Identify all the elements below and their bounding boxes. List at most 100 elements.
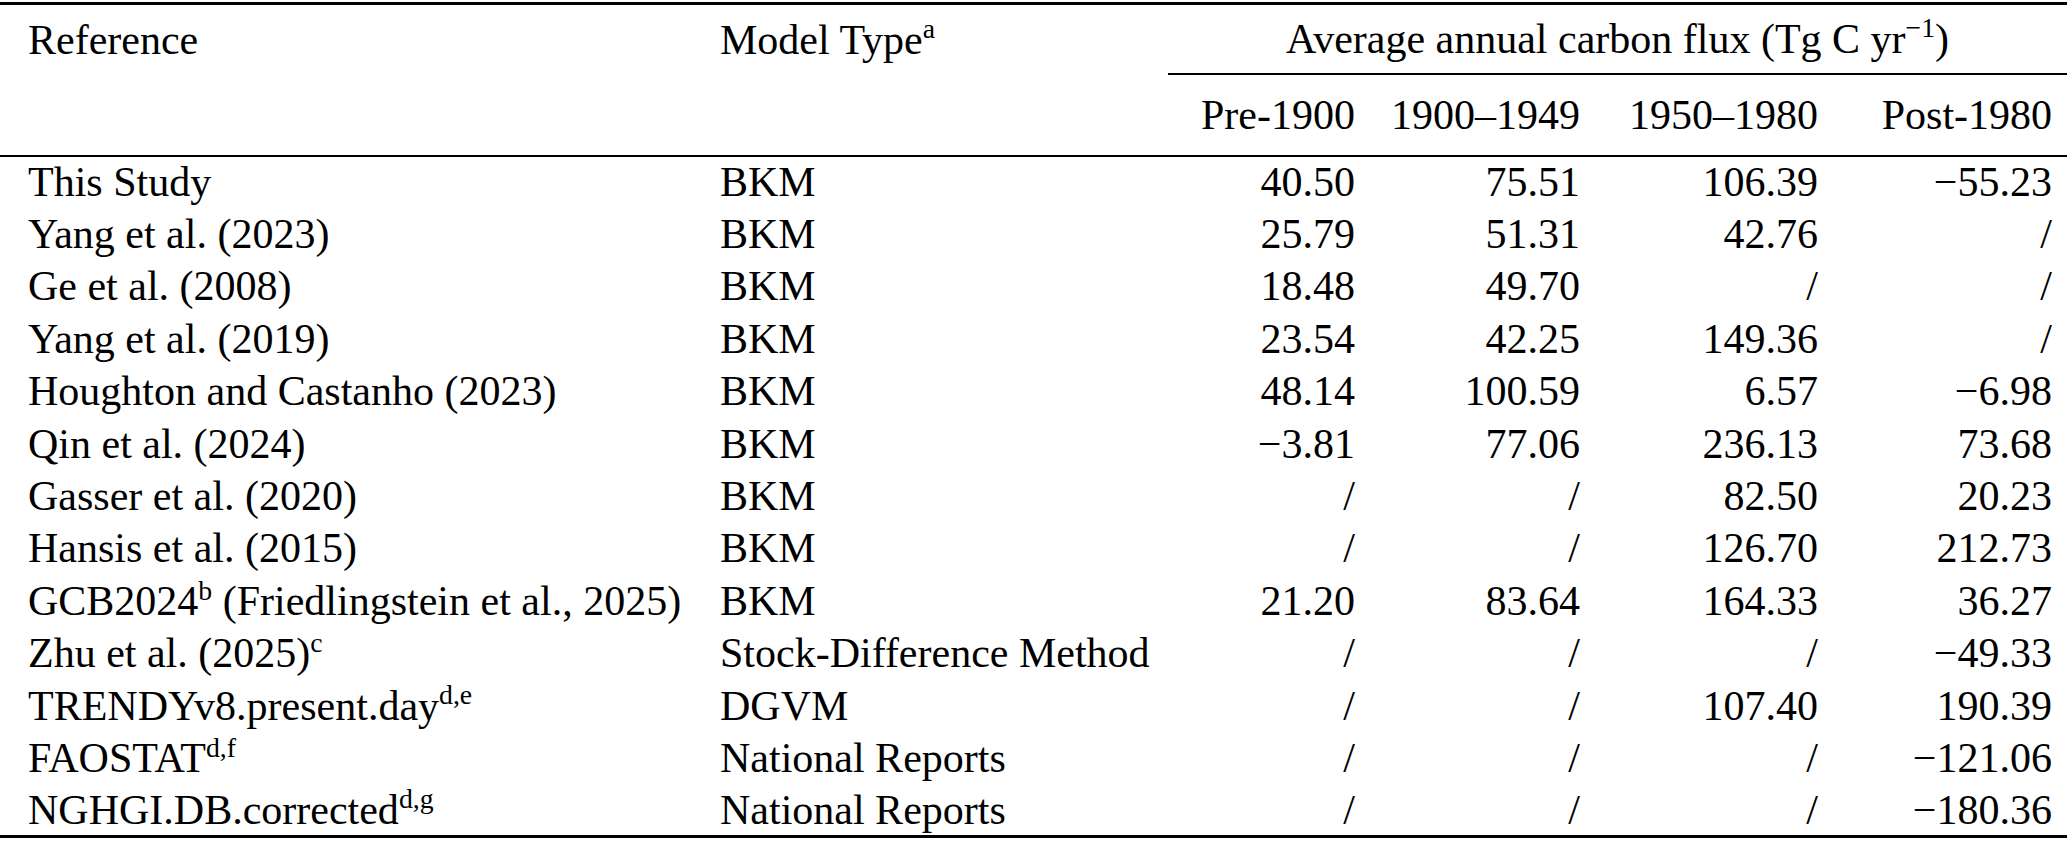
value-1950-1980: / <box>1580 627 1818 679</box>
reference-text: Yang et al. (2023) <box>28 211 329 257</box>
value-1900-1949: / <box>1355 470 1580 522</box>
model-type-header-text: Model Type <box>720 17 923 63</box>
reference-footnote-marker: d,g <box>399 783 434 814</box>
model-type-cell: DGVM <box>720 679 1168 731</box>
value-1900-1949: 49.70 <box>1355 260 1580 312</box>
reference-text-continued: (Friedlingstein et al., 2025) <box>212 578 681 624</box>
model-type-cell: BKM <box>720 575 1168 627</box>
value-post-1980: −49.33 <box>1818 627 2067 679</box>
flux-group-header-text: Average annual carbon flux (Tg C yr <box>1286 16 1906 62</box>
value-1950-1980: 126.70 <box>1580 522 1818 574</box>
reference-text: Houghton and Castanho (2023) <box>28 368 556 414</box>
table-row: Ge et al. (2008) BKM 18.48 49.70 / / <box>0 260 2067 312</box>
value-pre-1900: 23.54 <box>1168 313 1355 365</box>
reference-cell: Yang et al. (2023) <box>0 208 720 260</box>
empty-header-cell <box>720 74 1168 156</box>
flux-group-header-close: ) <box>1935 16 1949 62</box>
model-type-cell: BKM <box>720 156 1168 208</box>
paper-table-page: Reference Model Typea Average annual car… <box>0 0 2067 847</box>
value-1900-1949: 42.25 <box>1355 313 1580 365</box>
value-1950-1980: 236.13 <box>1580 417 1818 469</box>
period-header-1900-1949: 1900–1949 <box>1355 74 1580 156</box>
reference-footnote-marker: d,e <box>439 679 472 710</box>
value-post-1980: 36.27 <box>1818 575 2067 627</box>
model-type-cell: BKM <box>720 208 1168 260</box>
reference-footnote-marker: c <box>310 627 322 658</box>
model-type-cell: National Reports <box>720 784 1168 836</box>
reference-cell: NGHGI.DB.correctedd,g <box>0 784 720 836</box>
period-header-pre-1900: Pre-1900 <box>1168 74 1355 156</box>
model-type-cell: BKM <box>720 365 1168 417</box>
reference-text: Qin et al. (2024) <box>28 421 306 467</box>
value-post-1980: −55.23 <box>1818 156 2067 208</box>
carbon-flux-table: Reference Model Typea Average annual car… <box>0 2 2067 838</box>
value-pre-1900: / <box>1168 732 1355 784</box>
header-row-periods: Pre-1900 1900–1949 1950–1980 Post-1980 <box>0 74 2067 156</box>
empty-header-cell <box>0 74 720 156</box>
value-post-1980: −6.98 <box>1818 365 2067 417</box>
value-pre-1900: 18.48 <box>1168 260 1355 312</box>
reference-cell: Zhu et al. (2025)c <box>0 627 720 679</box>
value-1900-1949: / <box>1355 784 1580 836</box>
value-pre-1900: 40.50 <box>1168 156 1355 208</box>
model-type-cell: BKM <box>720 470 1168 522</box>
reference-text: This Study <box>28 159 211 205</box>
value-pre-1900: −3.81 <box>1168 417 1355 469</box>
value-post-1980: / <box>1818 208 2067 260</box>
table-row: Gasser et al. (2020) BKM / / 82.50 20.23 <box>0 470 2067 522</box>
table-row: Yang et al. (2023) BKM 25.79 51.31 42.76… <box>0 208 2067 260</box>
reference-text: GCB2024 <box>28 578 198 624</box>
reference-footnote-marker: b <box>198 575 212 606</box>
period-header-post-1980: Post-1980 <box>1818 74 2067 156</box>
value-1950-1980: / <box>1580 260 1818 312</box>
table-row: NGHGI.DB.correctedd,g National Reports /… <box>0 784 2067 836</box>
model-type-cell: BKM <box>720 522 1168 574</box>
model-type-cell: BKM <box>720 260 1168 312</box>
value-1950-1980: 164.33 <box>1580 575 1818 627</box>
value-pre-1900: 21.20 <box>1168 575 1355 627</box>
reference-column-header: Reference <box>0 4 720 74</box>
value-post-1980: −121.06 <box>1818 732 2067 784</box>
value-1900-1949: / <box>1355 522 1580 574</box>
reference-text: NGHGI.DB.corrected <box>28 787 399 833</box>
reference-text: FAOSTAT <box>28 735 206 781</box>
value-1900-1949: / <box>1355 627 1580 679</box>
flux-group-header: Average annual carbon flux (Tg C yr−1) <box>1168 4 2067 74</box>
value-post-1980: / <box>1818 260 2067 312</box>
reference-text: Gasser et al. (2020) <box>28 473 357 519</box>
model-type-cell: National Reports <box>720 732 1168 784</box>
reference-cell: Gasser et al. (2020) <box>0 470 720 522</box>
reference-cell: GCB2024b (Friedlingstein et al., 2025) <box>0 575 720 627</box>
table-body: This Study BKM 40.50 75.51 106.39 −55.23… <box>0 156 2067 837</box>
reference-text: Yang et al. (2019) <box>28 316 329 362</box>
reference-text: TRENDYv8.present.day <box>28 683 439 729</box>
value-1950-1980: 149.36 <box>1580 313 1818 365</box>
reference-cell: Houghton and Castanho (2023) <box>0 365 720 417</box>
reference-cell: FAOSTATd,f <box>0 732 720 784</box>
table-row: This Study BKM 40.50 75.51 106.39 −55.23 <box>0 156 2067 208</box>
value-1900-1949: 75.51 <box>1355 156 1580 208</box>
value-post-1980: 190.39 <box>1818 679 2067 731</box>
reference-cell: Hansis et al. (2015) <box>0 522 720 574</box>
value-post-1980: 20.23 <box>1818 470 2067 522</box>
reference-cell: Yang et al. (2019) <box>0 313 720 365</box>
value-1950-1980: 42.76 <box>1580 208 1818 260</box>
table-row: Zhu et al. (2025)c Stock-Difference Meth… <box>0 627 2067 679</box>
reference-cell: Ge et al. (2008) <box>0 260 720 312</box>
value-1950-1980: 82.50 <box>1580 470 1818 522</box>
value-pre-1900: / <box>1168 679 1355 731</box>
value-1900-1949: 83.64 <box>1355 575 1580 627</box>
value-pre-1900: / <box>1168 627 1355 679</box>
value-1950-1980: / <box>1580 784 1818 836</box>
table-row: Hansis et al. (2015) BKM / / 126.70 212.… <box>0 522 2067 574</box>
flux-unit-exponent: −1 <box>1906 12 1936 43</box>
table-row: Yang et al. (2019) BKM 23.54 42.25 149.3… <box>0 313 2067 365</box>
reference-cell: This Study <box>0 156 720 208</box>
model-type-footnote-marker: a <box>923 13 935 44</box>
value-pre-1900: / <box>1168 470 1355 522</box>
reference-text: Hansis et al. (2015) <box>28 525 357 571</box>
value-pre-1900: / <box>1168 522 1355 574</box>
value-1900-1949: / <box>1355 732 1580 784</box>
value-1950-1980: / <box>1580 732 1818 784</box>
value-post-1980: 212.73 <box>1818 522 2067 574</box>
